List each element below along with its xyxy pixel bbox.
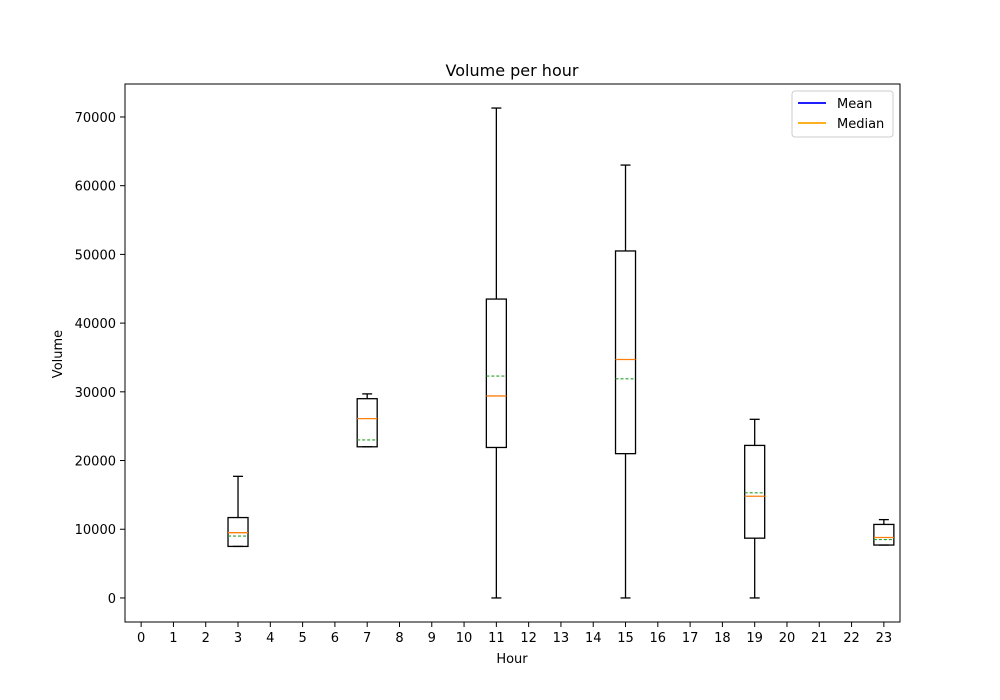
box-hour-3 [227,516,249,548]
y-tick-label-0: 0 [108,592,116,607]
x-tick-label-1: 1 [169,631,177,646]
x-tick-label-9: 9 [428,631,436,646]
x-tick-label-0: 0 [137,631,145,646]
y-tick-label-60000: 60000 [75,180,116,195]
x-tick-label-19: 19 [746,631,763,646]
x-tick-label-11: 11 [488,631,505,646]
legend-label-median: Median [837,117,884,132]
box-hour-19 [744,444,766,539]
x-tick-label-16: 16 [650,631,667,646]
x-tick-label-2: 2 [202,631,210,646]
y-tick-label-30000: 30000 [75,386,116,401]
box-hour-7 [356,398,378,448]
y-tick-label-70000: 70000 [75,111,116,126]
x-tick-label-13: 13 [553,631,570,646]
x-tick-label-22: 22 [843,631,860,646]
x-tick-label-14: 14 [585,631,602,646]
box-hour-15 [614,250,637,455]
x-axis-label: Hour [496,652,528,667]
legend-label-mean: Mean [837,97,872,112]
x-tick-label-18: 18 [714,631,731,646]
chart-title: Volume per hour [446,61,579,80]
x-tick-label-3: 3 [234,631,242,646]
x-tick-label-7: 7 [363,631,371,646]
y-axis-label: Volume [51,330,66,378]
x-tick-label-23: 23 [876,631,893,646]
box-hour-11 [485,298,508,449]
x-tick-label-21: 21 [811,631,828,646]
box-hour-23 [873,523,895,546]
plot-frame [124,83,901,623]
x-tick-label-20: 20 [779,631,796,646]
plot-area: 0 1 2 3 4 5 6 7 8 9 10 11 12 13 14 15 16 17 18 19 20 21 22 2301… [75,83,901,646]
x-tick-label-15: 15 [617,631,634,646]
y-tick-label-20000: 20000 [75,455,116,470]
y-tick-label-40000: 40000 [75,317,116,332]
y-tick-label-10000: 10000 [75,523,116,538]
y-tick-label-50000: 50000 [75,248,116,263]
x-tick-label-17: 17 [682,631,699,646]
x-tick-label-10: 10 [456,631,473,646]
x-tick-label-6: 6 [331,631,339,646]
x-tick-label-12: 12 [520,631,537,646]
x-tick-label-8: 8 [395,631,403,646]
x-tick-label-4: 4 [266,631,274,646]
x-tick-label-5: 5 [298,631,306,646]
